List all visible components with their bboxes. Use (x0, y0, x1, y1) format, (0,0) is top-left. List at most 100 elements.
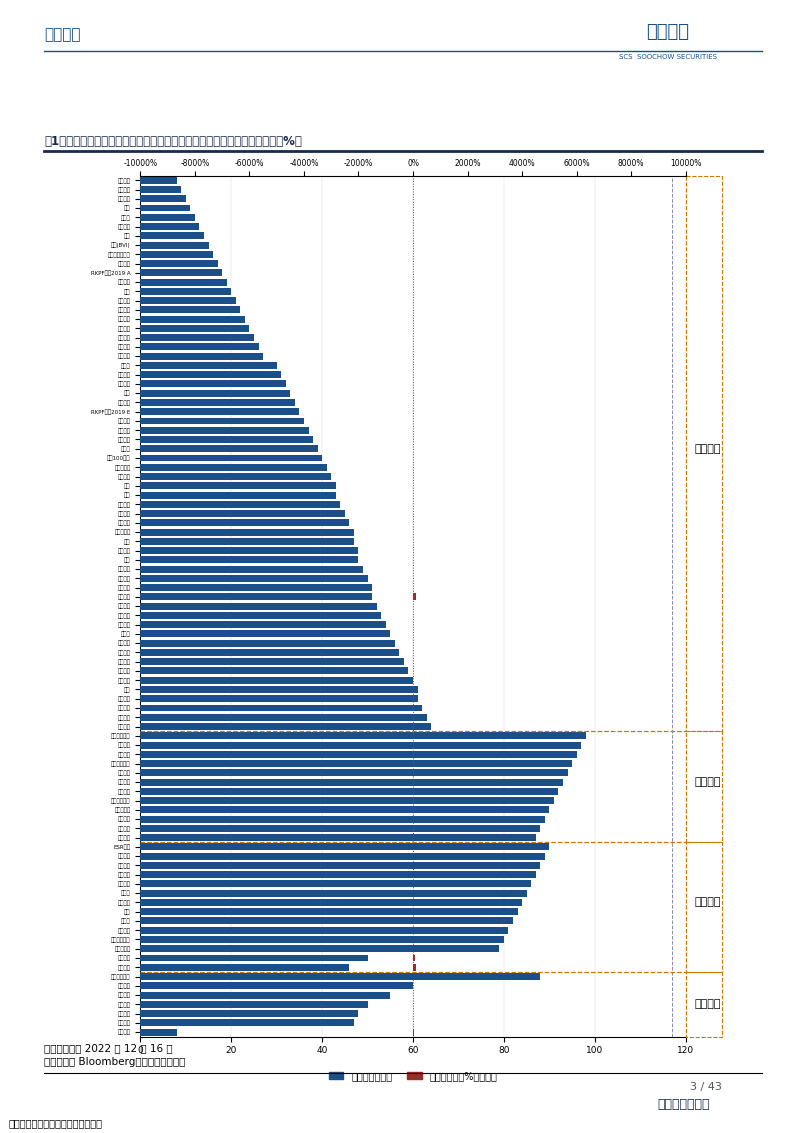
Bar (140, 343, 258, 350)
Legend: 平均价格（元）, 平均收益率（%，上轴）: 平均价格（元）, 平均收益率（%，上轴） (325, 1067, 501, 1085)
Bar (140, 1011, 358, 1017)
Text: 请务必阅读正文之后的免责声明部分: 请务必阅读正文之后的免责声明部分 (8, 1118, 102, 1127)
Bar (140, 936, 504, 943)
Bar (140, 316, 245, 323)
Bar (413, 594, 416, 600)
Bar (140, 463, 326, 470)
Bar (140, 954, 367, 962)
Bar (140, 991, 391, 998)
Bar (140, 843, 549, 851)
Bar (140, 261, 217, 267)
Text: 图1：不同类型企业发行中资地产美元唉平均价格及收益率情况（单位：元；%）: 图1：不同类型企业发行中资地产美元唉平均价格及收益率情况（单位：元；%） (44, 135, 302, 148)
Bar (140, 853, 545, 860)
Bar (140, 519, 350, 527)
Bar (140, 696, 418, 702)
Bar (413, 964, 416, 971)
Bar (140, 667, 408, 674)
Bar (140, 927, 508, 934)
Bar (140, 186, 181, 193)
Bar (140, 325, 249, 332)
Bar (140, 705, 422, 712)
Bar (140, 399, 295, 406)
Bar (140, 621, 386, 628)
Bar (140, 816, 545, 823)
Text: 注：数据截至 2022 年 12 月 16 日: 注：数据截至 2022 年 12 月 16 日 (44, 1043, 172, 1054)
Bar (413, 778, 414, 785)
Text: SCS  SOOCHOW SECURITIES: SCS SOOCHOW SECURITIES (618, 54, 717, 60)
Bar (140, 205, 190, 212)
Bar (140, 381, 286, 387)
Bar (140, 649, 399, 656)
Bar (686, 731, 722, 842)
Bar (140, 714, 427, 721)
Bar (140, 270, 222, 276)
Bar (140, 769, 568, 776)
Text: 国有企业: 国有企业 (695, 777, 721, 787)
Bar (140, 510, 345, 517)
Bar (140, 807, 549, 813)
Bar (413, 1029, 414, 1036)
Bar (140, 529, 354, 536)
Bar (140, 195, 186, 202)
Bar (140, 862, 541, 869)
Bar (140, 232, 204, 239)
Bar (140, 964, 350, 971)
Bar (413, 732, 414, 739)
Bar (140, 640, 395, 647)
Bar (413, 742, 414, 749)
Bar (140, 871, 536, 878)
Bar (140, 250, 213, 258)
Bar (140, 630, 391, 638)
Bar (140, 538, 354, 545)
Bar (140, 492, 336, 499)
Bar (140, 723, 431, 730)
Bar (140, 778, 563, 785)
Bar (140, 594, 372, 600)
Bar (140, 556, 358, 563)
Bar (140, 390, 290, 397)
Bar (686, 972, 722, 1037)
Text: 东吴证券: 东吴证券 (646, 23, 689, 41)
Bar (140, 658, 404, 665)
Bar (140, 214, 195, 221)
Bar (140, 918, 513, 925)
Bar (140, 603, 377, 610)
Bar (140, 825, 541, 832)
Bar (140, 352, 263, 359)
Bar (686, 842, 722, 972)
Bar (140, 889, 527, 896)
Bar (140, 834, 536, 841)
Bar (140, 427, 309, 434)
Bar (140, 501, 340, 508)
Bar (140, 1000, 367, 1007)
Bar (686, 176, 722, 731)
Bar (413, 760, 414, 767)
Bar (140, 436, 313, 443)
Bar (140, 547, 358, 554)
Bar (140, 742, 581, 749)
Bar (140, 676, 413, 683)
Bar (140, 483, 336, 489)
Bar (413, 751, 414, 758)
Bar (140, 751, 577, 758)
Text: 固收点评: 固收点评 (44, 27, 81, 43)
Text: 公众企业: 公众企业 (695, 897, 721, 908)
Bar (140, 898, 522, 906)
Bar (140, 474, 331, 480)
Text: 民营企业: 民营企业 (695, 444, 721, 453)
Bar (413, 954, 415, 962)
Bar (140, 798, 554, 804)
Bar (140, 945, 500, 952)
Bar (140, 982, 413, 989)
Bar (140, 288, 231, 295)
Bar (140, 574, 367, 582)
Bar (140, 585, 372, 591)
Bar (140, 297, 236, 304)
Bar (140, 760, 572, 767)
Bar (140, 361, 277, 369)
Bar (140, 417, 304, 425)
Bar (140, 909, 517, 915)
Text: 东吴证券研究所: 东吴证券研究所 (658, 1098, 710, 1111)
Bar (140, 565, 363, 572)
Text: 数据来源： Bloomberg，东吴证券研究所: 数据来源： Bloomberg，东吴证券研究所 (44, 1057, 185, 1067)
